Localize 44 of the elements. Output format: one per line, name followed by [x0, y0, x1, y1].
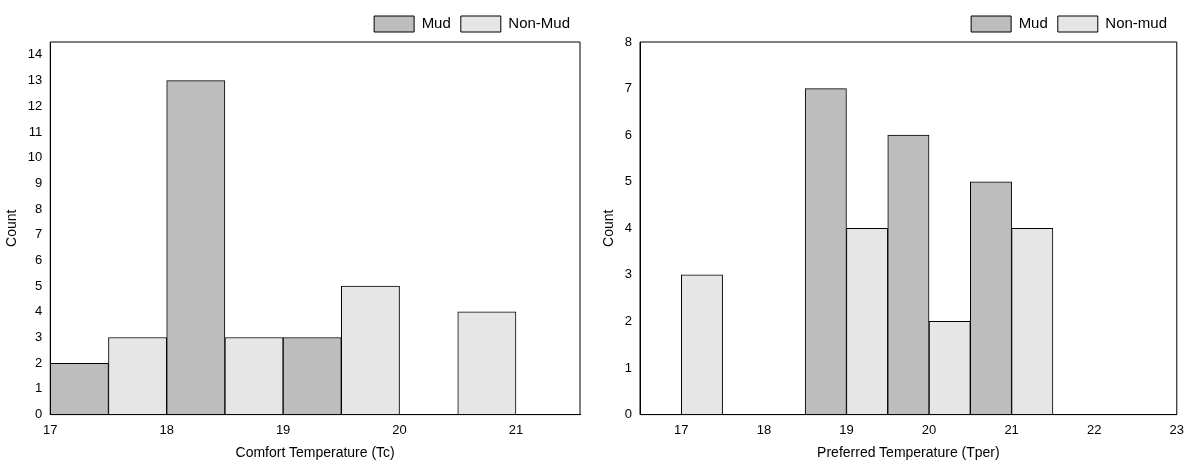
- legend-label: Non-Mud: [508, 14, 571, 32]
- x-tick-label: 18: [756, 421, 772, 437]
- x-tick-label: 20: [921, 421, 937, 437]
- y-tick-label: 5: [624, 173, 633, 189]
- legend-label: Non-mud: [1105, 14, 1168, 32]
- y-tick-label: 0: [624, 406, 633, 422]
- legend-label: Mud: [421, 14, 451, 32]
- y-tick-label: 11: [28, 123, 43, 139]
- y-tick-label: 10: [27, 149, 43, 165]
- y-tick-label: 3: [35, 329, 43, 345]
- x-tick-label: 21: [1004, 421, 1019, 437]
- y-axis-title: Count: [3, 209, 20, 247]
- x-tick-label: 18: [159, 421, 174, 437]
- x-tick-label: 19: [839, 421, 854, 437]
- y-tick-label: 6: [35, 252, 43, 267]
- x-tick-label: 17: [43, 421, 58, 437]
- y-tick-label: 2: [35, 354, 43, 370]
- y-tick-label: 4: [35, 303, 43, 319]
- y-tick-label: 5: [35, 277, 43, 293]
- y-tick-label: 8: [624, 33, 633, 49]
- y-axis-title: Count: [600, 209, 617, 247]
- y-tick-label: 0: [35, 406, 43, 422]
- x-axis-title: Comfort Temperature (Tc): [235, 444, 395, 461]
- y-tick-label: 14: [27, 46, 43, 62]
- y-tick-label: 2: [624, 313, 633, 329]
- y-tick-label: 4: [624, 219, 633, 235]
- y-tick-label: 12: [27, 97, 43, 113]
- y-tick-label: 7: [35, 226, 43, 242]
- x-tick-label: 20: [392, 421, 407, 437]
- y-tick-label: 7: [624, 80, 633, 96]
- y-tick-label: 8: [35, 200, 43, 216]
- y-tick-label: 1: [35, 380, 43, 396]
- x-tick-label: 23: [1169, 421, 1184, 437]
- y-tick-label: 13: [27, 72, 43, 88]
- x-tick-label: 21: [508, 421, 524, 437]
- y-tick-label: 1: [624, 359, 633, 375]
- x-axis-title: Preferred Temperature (Tper): [817, 444, 1000, 461]
- y-tick-label: 9: [35, 174, 43, 190]
- x-tick-label: 17: [674, 421, 689, 437]
- y-tick-label: 3: [624, 266, 633, 282]
- legend-label: Mud: [1018, 14, 1048, 32]
- y-tick-label: 6: [624, 126, 633, 142]
- x-tick-label: 22: [1086, 421, 1102, 437]
- x-tick-label: 19: [275, 421, 291, 437]
